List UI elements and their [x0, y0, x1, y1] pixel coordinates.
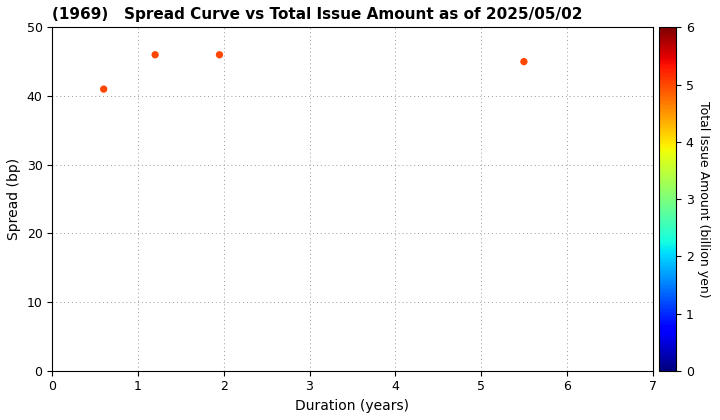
Point — [214, 51, 225, 58]
Text: (1969)   Spread Curve vs Total Issue Amount as of 2025/05/02: (1969) Spread Curve vs Total Issue Amoun… — [53, 7, 582, 22]
Y-axis label: Spread (bp): Spread (bp) — [7, 158, 21, 240]
Point — [518, 58, 530, 65]
Point — [98, 86, 109, 92]
Point — [149, 51, 161, 58]
Y-axis label: Total Issue Amount (billion yen): Total Issue Amount (billion yen) — [698, 101, 711, 297]
X-axis label: Duration (years): Duration (years) — [295, 399, 410, 413]
